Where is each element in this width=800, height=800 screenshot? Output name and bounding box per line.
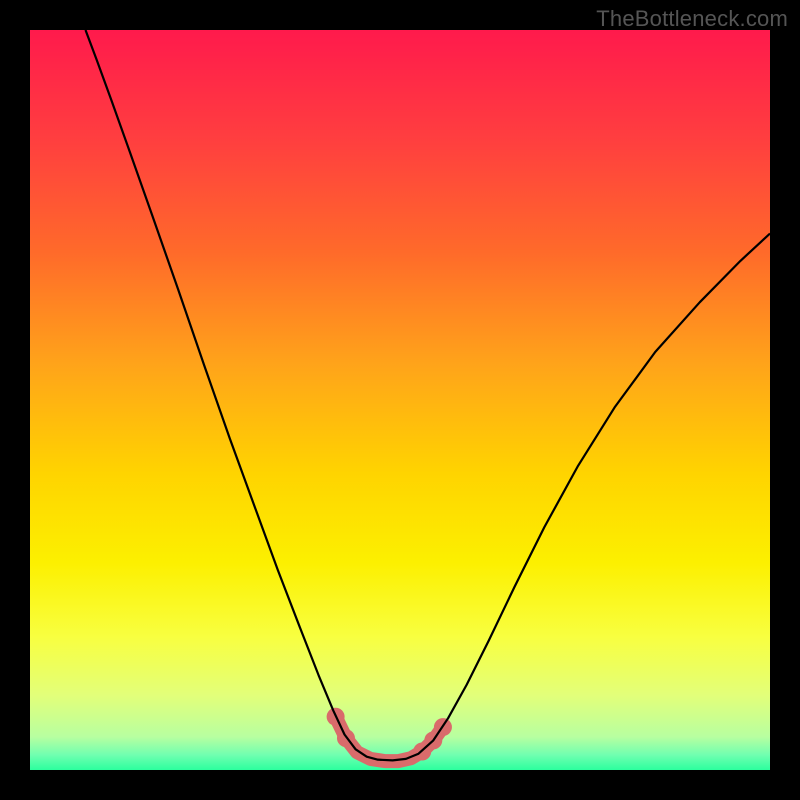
chart-frame: TheBottleneck.com [0, 0, 800, 800]
watermark-text: TheBottleneck.com [596, 6, 788, 32]
chart-background [30, 30, 770, 770]
plot-area [30, 30, 770, 770]
chart-svg [30, 30, 770, 770]
